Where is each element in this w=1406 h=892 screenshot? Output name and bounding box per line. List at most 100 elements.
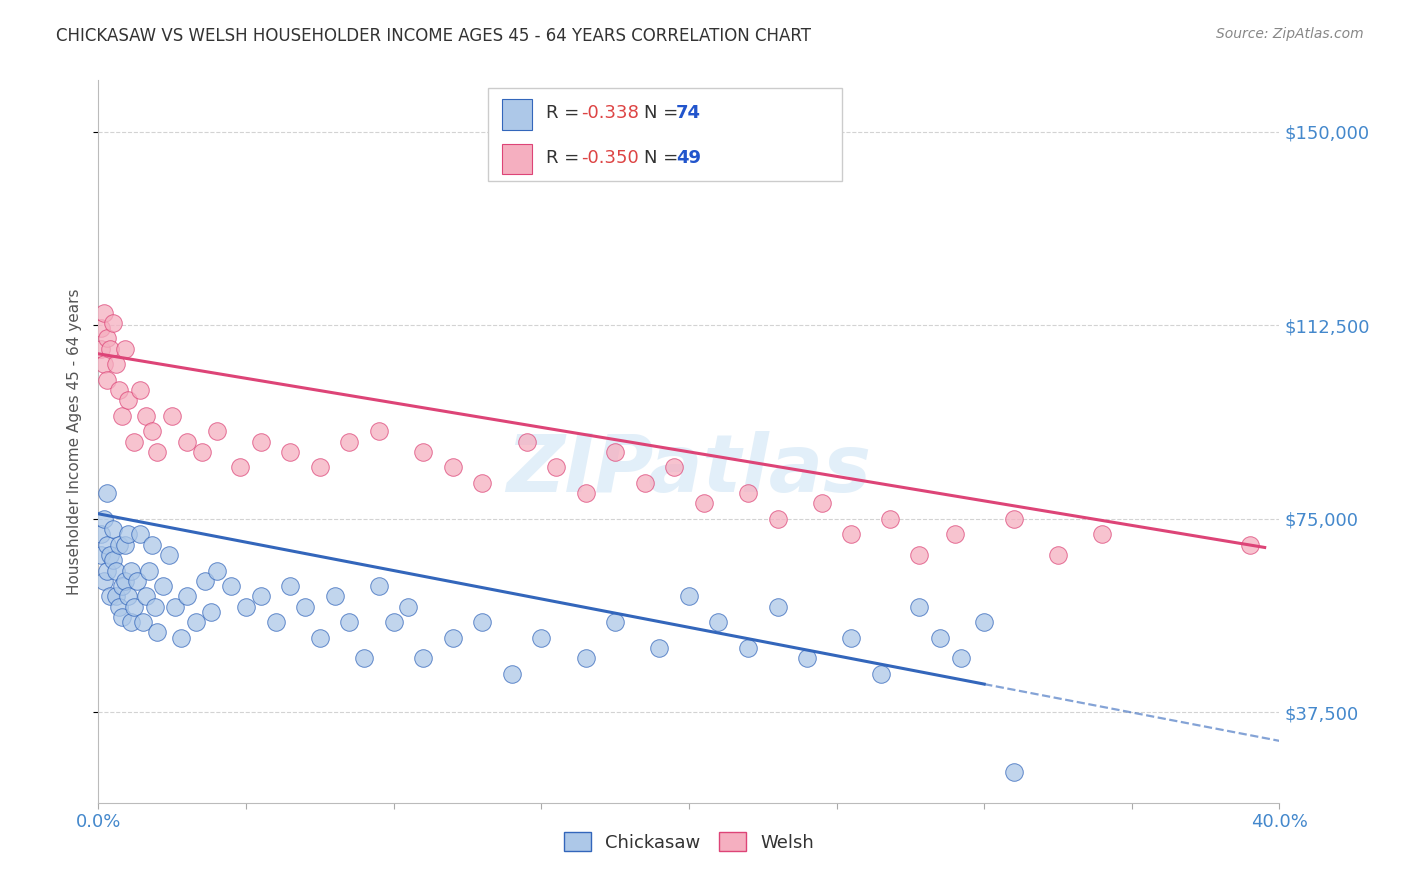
Point [98, 590, 121, 604]
Text: CHICKASAW VS WELSH HOUSEHOLDER INCOME AGES 45 - 64 YEARS CORRELATION CHART: CHICKASAW VS WELSH HOUSEHOLDER INCOME AG… [56, 27, 811, 45]
Text: ZIPatlas: ZIPatlas [506, 432, 872, 509]
Point [634, 475, 657, 490]
Point [368, 579, 391, 593]
Point [441, 460, 464, 475]
Point [908, 599, 931, 614]
Point [135, 409, 157, 423]
Text: R =: R = [546, 149, 585, 167]
Point [353, 651, 375, 665]
Bar [488, 87, 842, 181]
Point [929, 631, 952, 645]
Point [90, 527, 112, 541]
Point [162, 409, 183, 423]
Point [412, 445, 434, 459]
Point [111, 579, 134, 593]
Point [128, 383, 150, 397]
Point [796, 651, 818, 665]
Point [96, 538, 118, 552]
Point [501, 666, 523, 681]
Point [766, 512, 789, 526]
Point [90, 548, 112, 562]
Point [949, 651, 972, 665]
Point [108, 383, 131, 397]
Point [382, 615, 405, 630]
Point [441, 631, 464, 645]
Point [96, 373, 118, 387]
Point [141, 424, 163, 438]
Point [120, 564, 142, 578]
Point [339, 615, 361, 630]
Point [98, 342, 121, 356]
Point [973, 615, 995, 630]
Point [516, 434, 538, 449]
Legend: Chickasaw, Welsh: Chickasaw, Welsh [557, 824, 821, 859]
Point [221, 579, 243, 593]
Point [90, 342, 112, 356]
Point [693, 496, 716, 510]
Point [122, 434, 145, 449]
Point [200, 605, 222, 619]
Point [546, 460, 568, 475]
Point [766, 599, 789, 614]
Point [309, 460, 332, 475]
Point [1091, 527, 1114, 541]
Point [323, 590, 346, 604]
Point [707, 615, 730, 630]
Point [605, 615, 627, 630]
Point [841, 527, 863, 541]
Point [280, 579, 302, 593]
Point [1002, 512, 1025, 526]
Point [471, 615, 494, 630]
Point [648, 640, 671, 655]
Point [103, 316, 125, 330]
Y-axis label: Householder Income Ages 45 - 64 years: Householder Income Ages 45 - 64 years [67, 288, 83, 595]
Point [93, 305, 115, 319]
Point [368, 424, 391, 438]
Point [111, 610, 134, 624]
Point [605, 445, 627, 459]
Point [575, 486, 598, 500]
Point [152, 579, 174, 593]
Point [90, 321, 112, 335]
Text: Source: ZipAtlas.com: Source: ZipAtlas.com [1216, 27, 1364, 41]
Point [141, 538, 163, 552]
Bar [502, 99, 531, 129]
Point [111, 409, 134, 423]
Point [870, 666, 893, 681]
Point [135, 590, 157, 604]
Point [117, 590, 139, 604]
Point [294, 599, 316, 614]
Point [93, 357, 115, 371]
Point [471, 475, 494, 490]
Point [530, 631, 553, 645]
Point [103, 553, 125, 567]
Point [105, 357, 128, 371]
Text: N =: N = [644, 103, 685, 122]
Text: 74: 74 [676, 103, 702, 122]
Point [170, 631, 193, 645]
Bar [502, 144, 531, 174]
Point [943, 527, 966, 541]
Point [114, 342, 136, 356]
Point [1046, 548, 1070, 562]
Point [176, 590, 198, 604]
Point [412, 651, 434, 665]
Point [664, 460, 686, 475]
Point [105, 590, 128, 604]
Point [737, 640, 759, 655]
Point [205, 424, 228, 438]
Point [339, 434, 361, 449]
Point [1002, 764, 1025, 779]
Point [146, 625, 169, 640]
Point [96, 486, 118, 500]
Point [96, 564, 118, 578]
Point [184, 615, 207, 630]
Point [810, 496, 832, 510]
Point [117, 393, 139, 408]
Point [128, 527, 150, 541]
Point [108, 599, 131, 614]
Text: 49: 49 [676, 149, 702, 167]
Text: R =: R = [546, 103, 585, 122]
Point [122, 599, 145, 614]
Point [575, 651, 598, 665]
